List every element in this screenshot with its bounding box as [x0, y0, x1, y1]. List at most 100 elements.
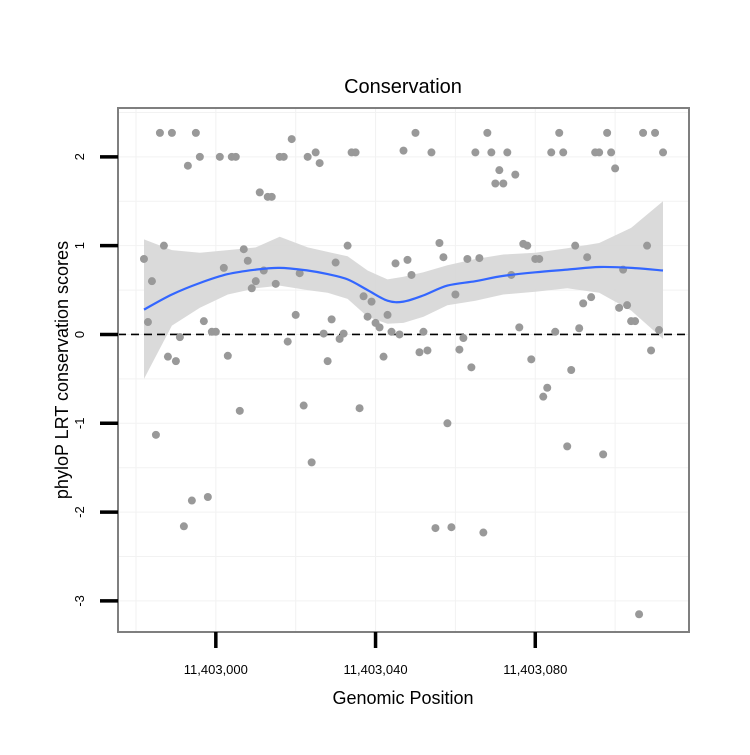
data-point [219, 263, 228, 272]
data-point [155, 128, 164, 137]
y-axis-label: phyloP LRT conservation scores [52, 241, 72, 499]
data-point [191, 128, 200, 137]
data-point [211, 327, 220, 336]
smooth-curve [143, 265, 664, 311]
data-point [399, 146, 408, 155]
data-point [391, 259, 400, 268]
data-point [291, 310, 300, 319]
data-point [147, 277, 156, 286]
data-point [271, 279, 280, 288]
data-point [395, 330, 404, 339]
data-point [187, 496, 196, 505]
data-point [355, 404, 364, 413]
data-point [139, 254, 148, 263]
data-point [427, 148, 436, 157]
data-point [555, 128, 564, 137]
data-point [351, 148, 360, 157]
data-point [363, 312, 372, 321]
data-point [279, 152, 288, 161]
data-point [527, 355, 536, 364]
y-tick-label: 2 [72, 153, 87, 160]
x-tick-label: 11,403,040 [343, 662, 407, 677]
smooth-curve-layer [143, 265, 664, 311]
x-axis: 11,403,000 11,403,040 11,403,080 [184, 632, 567, 677]
data-point [387, 327, 396, 336]
data-point [255, 188, 264, 197]
data-point [603, 128, 612, 137]
y-tick-label: 1 [72, 242, 87, 249]
data-point [571, 241, 580, 250]
data-point [215, 152, 224, 161]
data-point [375, 323, 384, 332]
data-point [659, 148, 668, 157]
data-point [163, 352, 172, 361]
data-point [639, 128, 648, 137]
data-point [623, 301, 632, 310]
data-point [267, 192, 276, 201]
data-point [151, 430, 160, 439]
data-point [239, 245, 248, 254]
data-point [447, 523, 456, 532]
data-point [479, 528, 488, 537]
data-point [451, 290, 460, 299]
x-tick-label: 11,403,080 [503, 662, 567, 677]
x-tick-label: 11,403,000 [184, 662, 248, 677]
data-point [579, 299, 588, 308]
data-point [467, 363, 476, 372]
data-point [379, 352, 388, 361]
data-point [419, 327, 428, 336]
data-point [475, 254, 484, 263]
plot-panel [118, 108, 689, 632]
data-point [503, 148, 512, 157]
data-point [615, 303, 624, 312]
data-point [455, 345, 464, 354]
data-point [243, 256, 252, 265]
data-point [587, 293, 596, 302]
data-point [383, 310, 392, 319]
data-point [563, 442, 572, 451]
data-point [367, 297, 376, 306]
data-point [539, 392, 548, 401]
data-point [487, 148, 496, 157]
data-point [463, 254, 472, 263]
data-point [403, 255, 412, 264]
data-point [471, 148, 480, 157]
data-point [575, 324, 584, 333]
data-point [439, 253, 448, 262]
plot-border [117, 107, 690, 633]
data-point [235, 406, 244, 415]
data-point [247, 284, 256, 293]
data-point [323, 357, 332, 366]
data-point [311, 148, 320, 157]
x-axis-label: Genomic Position [332, 688, 473, 708]
data-point [431, 524, 440, 533]
data-point [231, 152, 240, 161]
data-point [359, 292, 368, 301]
chart-title: Conservation [344, 76, 462, 98]
data-point [251, 277, 260, 286]
data-point [651, 128, 660, 137]
data-point [559, 148, 568, 157]
data-point [331, 258, 340, 267]
y-tick-label: -1 [72, 418, 87, 430]
data-point [167, 128, 176, 137]
data-point [171, 357, 180, 366]
data-point [415, 348, 424, 357]
data-point [443, 419, 452, 428]
data-point [551, 327, 560, 336]
data-point [611, 164, 620, 173]
confidence-ribbon-layer [144, 201, 663, 379]
data-point [547, 148, 556, 157]
data-point [283, 337, 292, 346]
data-point [491, 179, 500, 188]
data-point [175, 333, 184, 342]
data-point [643, 241, 652, 250]
data-point [143, 318, 152, 327]
data-point [407, 270, 416, 279]
data-points [139, 128, 668, 619]
data-point [535, 254, 544, 263]
data-point [655, 326, 664, 335]
data-point [523, 241, 532, 250]
data-point [303, 152, 312, 161]
